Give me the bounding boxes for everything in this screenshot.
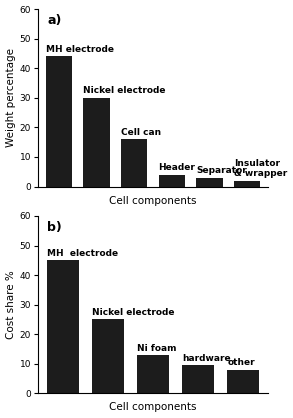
X-axis label: Cell components: Cell components [109,196,197,206]
Text: hardware: hardware [182,354,231,363]
Text: Ni foam: Ni foam [137,344,177,353]
Text: MH  electrode: MH electrode [47,249,118,258]
Y-axis label: Weight percentage: Weight percentage [6,48,16,147]
Bar [227,370,259,393]
X-axis label: Cell components: Cell components [109,403,197,413]
Text: Cell can: Cell can [121,128,161,137]
Bar [159,175,185,186]
Bar [46,56,72,186]
Text: other: other [227,358,255,367]
Y-axis label: Cost share %: Cost share % [6,270,16,339]
Bar [182,365,214,393]
Text: a): a) [47,14,62,27]
Bar [47,260,79,393]
Text: Insulator
& wrapper: Insulator & wrapper [234,159,287,178]
Bar [137,355,169,393]
Bar [234,181,260,186]
Bar [196,178,223,186]
Bar [83,98,110,186]
Text: Header: Header [159,163,195,172]
Text: Nickel electrode: Nickel electrode [83,87,166,95]
Bar [92,319,124,393]
Text: Nickel electrode: Nickel electrode [92,308,175,317]
Bar [121,139,147,186]
Text: MH electrode: MH electrode [46,45,114,54]
Text: b): b) [47,221,62,234]
Text: Separator: Separator [196,166,247,175]
